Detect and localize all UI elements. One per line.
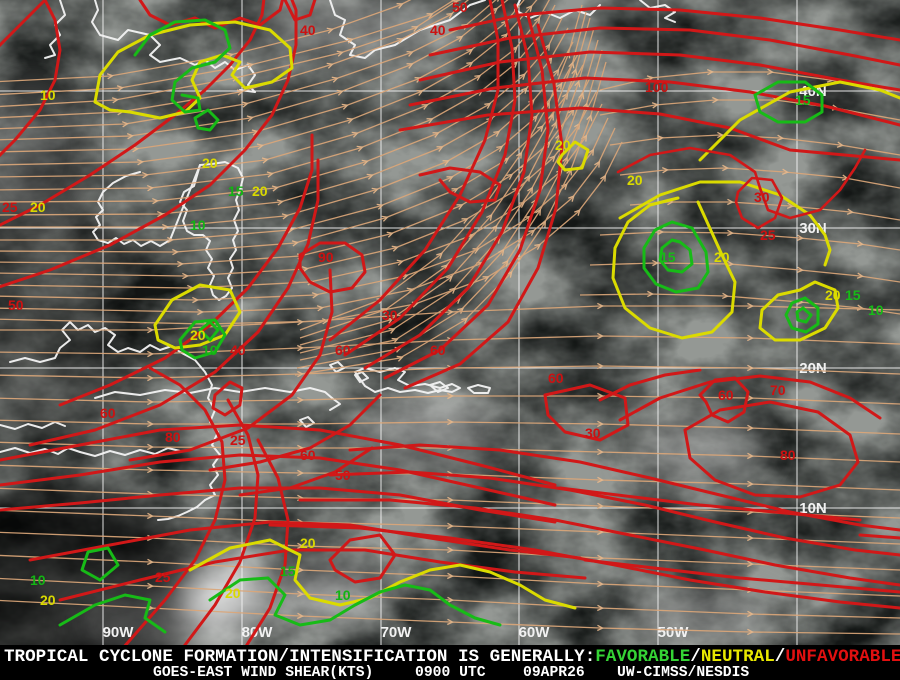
- svg-text:20: 20: [225, 585, 241, 601]
- svg-text:10: 10: [30, 572, 46, 588]
- svg-text:20: 20: [300, 535, 316, 551]
- svg-text:25: 25: [155, 569, 171, 585]
- svg-text:60: 60: [430, 342, 446, 358]
- svg-text:80: 80: [780, 447, 796, 463]
- svg-text:60: 60: [335, 342, 351, 358]
- svg-text:70: 70: [770, 382, 786, 398]
- svg-text:25: 25: [230, 432, 246, 448]
- svg-text:60: 60: [718, 387, 734, 403]
- svg-text:10: 10: [335, 587, 351, 603]
- svg-text:20: 20: [40, 592, 56, 608]
- svg-text:15: 15: [280, 563, 296, 579]
- svg-text:60: 60: [548, 370, 564, 386]
